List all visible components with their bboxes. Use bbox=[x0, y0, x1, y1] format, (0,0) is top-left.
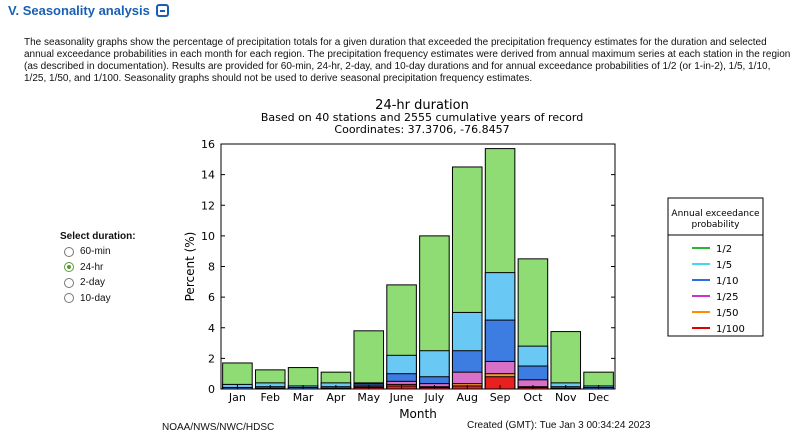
radio-button[interactable] bbox=[64, 277, 74, 288]
y-tick-label: 4 bbox=[208, 322, 215, 335]
collapse-icon[interactable] bbox=[155, 4, 169, 17]
legend-label: 1/25 bbox=[716, 292, 738, 303]
legend-box bbox=[667, 197, 764, 337]
duration-select-label: Select duration: bbox=[60, 231, 136, 242]
x-tick-label: June bbox=[389, 391, 414, 404]
legend-label: 1/50 bbox=[716, 308, 738, 319]
x-axis-label: Month bbox=[399, 407, 437, 421]
legend-label: 1/100 bbox=[716, 324, 745, 335]
duration-option-2-day[interactable]: 2-day bbox=[60, 275, 136, 291]
x-tick-label: Jan bbox=[228, 391, 246, 404]
chart-subtitle: Coordinates: 37.3706, -76.8457 bbox=[334, 123, 509, 136]
legend-label: 1/10 bbox=[716, 276, 738, 287]
duration-option-10-day[interactable]: 10-day bbox=[60, 291, 136, 307]
y-tick-label: 6 bbox=[208, 291, 215, 304]
x-tick-label: Apr bbox=[326, 391, 346, 404]
duration-selector: Select duration: 60-min 24-hr 2-day 10-day bbox=[60, 231, 136, 306]
duration-option-label: 24-hr bbox=[80, 261, 104, 273]
chart-subtitle: Based on 40 stations and 2555 cumulative… bbox=[261, 111, 583, 124]
x-tick-label: Dec bbox=[588, 391, 609, 404]
x-tick-label: May bbox=[357, 391, 380, 404]
radio-button[interactable] bbox=[64, 246, 74, 257]
duration-option-label: 2-day bbox=[80, 277, 106, 289]
y-tick-label: 14 bbox=[201, 169, 215, 182]
bar-1-2-May bbox=[353, 330, 385, 390]
bar-1-2-Nov bbox=[550, 331, 582, 390]
duration-option-24-hr[interactable]: 24-hr bbox=[60, 260, 136, 276]
legend-title: Annual exceedance bbox=[671, 209, 760, 219]
duration-option-label: 10-day bbox=[80, 292, 111, 304]
x-tick-label: July bbox=[424, 391, 445, 404]
y-tick-label: 0 bbox=[208, 383, 215, 396]
y-axis-label: Percent (%) bbox=[183, 232, 197, 302]
x-tick-label: Mar bbox=[293, 391, 314, 404]
duration-option-60-min[interactable]: 60-min bbox=[60, 244, 136, 260]
legend-label: 1/2 bbox=[716, 244, 732, 255]
x-tick-label: Feb bbox=[261, 391, 280, 404]
x-tick-label: Sep bbox=[490, 391, 511, 404]
description-text: The seasonality graphs show the percenta… bbox=[24, 37, 791, 84]
y-tick-label: 8 bbox=[208, 261, 215, 274]
legend-title: probability bbox=[691, 220, 740, 230]
radio-button[interactable] bbox=[64, 262, 74, 273]
x-tick-label: Oct bbox=[523, 391, 543, 404]
section-title: V. Seasonality analysis bbox=[8, 3, 150, 18]
duration-option-label: 60-min bbox=[80, 246, 111, 258]
chart-title: 24-hr duration bbox=[375, 98, 469, 113]
radio-button[interactable] bbox=[64, 293, 74, 304]
y-tick-label: 16 bbox=[201, 138, 215, 151]
y-tick-label: 10 bbox=[201, 230, 215, 243]
y-tick-label: 12 bbox=[201, 199, 215, 212]
legend-label: 1/5 bbox=[716, 260, 732, 271]
footer-created: Created (GMT): Tue Jan 3 00:34:24 2023 bbox=[467, 420, 651, 431]
x-tick-label: Aug bbox=[457, 391, 478, 404]
footer-source: NOAA/NWS/NWC/HDSC bbox=[162, 422, 275, 433]
y-tick-label: 2 bbox=[208, 352, 215, 365]
section-header: V. Seasonality analysis bbox=[8, 3, 169, 18]
x-tick-label: Nov bbox=[555, 391, 577, 404]
